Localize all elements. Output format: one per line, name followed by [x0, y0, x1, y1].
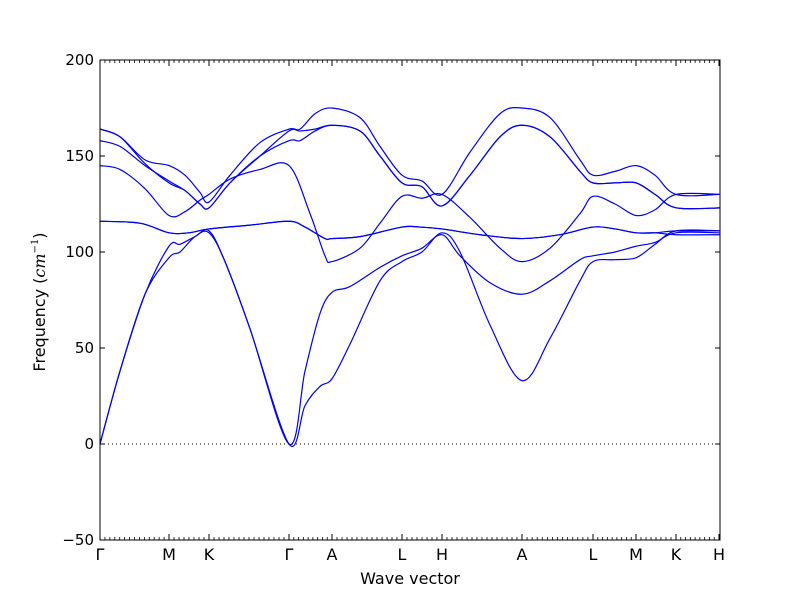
y-tick-label: 200 [65, 51, 94, 69]
x-tick-label: Γ [285, 545, 294, 564]
band-line [99, 124, 721, 210]
y-tick-label: 0 [84, 435, 94, 453]
band-line [99, 106, 721, 204]
y-axis-label-unit: cm [30, 253, 49, 277]
labels-layer: −50 0 50 100 150 200 Γ M K Γ A L H A L M K H [62, 51, 725, 564]
y-tick-label: 50 [75, 339, 94, 357]
y-tick-label: −50 [62, 531, 94, 549]
x-tick-label: L [589, 545, 598, 564]
x-tick-label: M [629, 545, 643, 564]
band-line [99, 220, 721, 241]
x-tick-label: L [398, 545, 407, 564]
plot-frame [99, 59, 721, 541]
tick-layer [99, 59, 720, 541]
x-tick-label: M [162, 545, 176, 564]
y-tick-label: 150 [65, 147, 94, 165]
y-axis-label-main: Frequency ( [30, 278, 49, 372]
x-tick-label: A [517, 545, 528, 564]
band-line [99, 220, 721, 241]
band-line [99, 162, 721, 264]
y-axis-label-exp: −1 [30, 239, 41, 254]
y-axis-label-close: ) [30, 232, 49, 238]
x-tick-label: K [204, 545, 215, 564]
x-tick-label: H [713, 545, 725, 564]
x-axis-label: Wave vector [360, 569, 460, 588]
x-tick-label: K [671, 545, 682, 564]
bands-layer [99, 106, 721, 447]
x-tick-label: A [327, 545, 338, 564]
y-axis-label: Frequency (cm−1) [30, 232, 49, 371]
band-line [99, 229, 721, 447]
y-tick-label: 100 [65, 243, 94, 261]
x-tick-label: Γ [96, 545, 105, 564]
x-tick-label: H [436, 545, 448, 564]
band-line [99, 229, 721, 445]
